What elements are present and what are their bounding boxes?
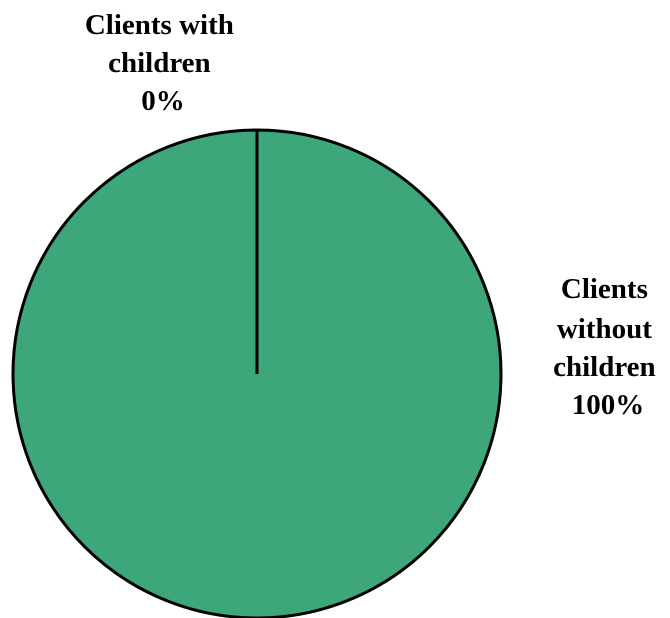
slice-label-with-children-line-3: 0%	[141, 85, 185, 117]
slice-label-with-children-line-2: children	[108, 47, 211, 79]
slice-label-without-children-line-3: children	[553, 351, 656, 383]
pie-slices	[11, 128, 503, 618]
slice-label-without-children-line-1: Clients	[561, 273, 648, 305]
slice-label-without-children-line-2: without	[557, 313, 652, 345]
slice-label-without-children-line-4: 100%	[572, 389, 645, 421]
slice-label-with-children: Clients with children 0%	[85, 9, 241, 117]
slice-label-with-children-line-1: Clients with	[85, 9, 234, 41]
slice-label-without-children: Clients without children 100%	[553, 273, 663, 421]
